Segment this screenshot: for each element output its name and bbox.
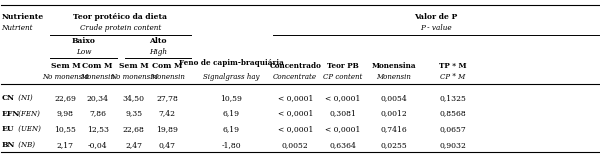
Text: 6,19: 6,19 <box>223 110 239 118</box>
Text: 0,9032: 0,9032 <box>439 141 466 149</box>
Text: 22,68: 22,68 <box>122 125 145 133</box>
Text: (NI): (NI) <box>16 94 33 102</box>
Text: Com M: Com M <box>82 62 113 70</box>
Text: Feno de capim-braquiária: Feno de capim-braquiária <box>179 59 284 67</box>
Text: Monensina: Monensina <box>371 62 416 70</box>
Text: 22,69: 22,69 <box>55 94 76 102</box>
Text: Valor de P: Valor de P <box>415 13 458 21</box>
Text: TP * M: TP * M <box>439 62 466 70</box>
Text: 0,8568: 0,8568 <box>439 110 466 118</box>
Text: < 0,0001: < 0,0001 <box>325 125 361 133</box>
Text: Nutriente: Nutriente <box>1 13 44 21</box>
Text: < 0,0001: < 0,0001 <box>325 94 361 102</box>
Text: Signalgrass hay: Signalgrass hay <box>203 73 259 81</box>
Text: Teor PB: Teor PB <box>327 62 359 70</box>
Text: Sem M: Sem M <box>50 62 80 70</box>
Text: Nutrient: Nutrient <box>1 24 33 32</box>
Text: Sem M: Sem M <box>119 62 148 70</box>
Text: CN: CN <box>1 94 14 102</box>
Text: No monensin: No monensin <box>42 73 89 81</box>
Text: Alto: Alto <box>149 37 167 45</box>
Text: 12,53: 12,53 <box>86 125 109 133</box>
Text: < 0,0001: < 0,0001 <box>278 125 313 133</box>
Text: 2,17: 2,17 <box>57 141 74 149</box>
Text: Concentrate: Concentrate <box>273 73 317 81</box>
Text: Monensin: Monensin <box>149 73 185 81</box>
Text: High: High <box>149 48 167 56</box>
Text: 0,0012: 0,0012 <box>380 110 407 118</box>
Text: 0,1325: 0,1325 <box>439 94 466 102</box>
Text: Low: Low <box>76 48 91 56</box>
Text: 19,89: 19,89 <box>156 125 178 133</box>
Text: CP content: CP content <box>323 73 363 81</box>
Text: Concentrado: Concentrado <box>269 62 321 70</box>
Text: Com M: Com M <box>152 62 182 70</box>
Text: 9,35: 9,35 <box>125 110 142 118</box>
Text: Crude protein content: Crude protein content <box>80 24 161 32</box>
Text: 10,55: 10,55 <box>55 125 76 133</box>
Text: P - value: P - value <box>421 24 452 32</box>
Text: 20,34: 20,34 <box>86 94 109 102</box>
Text: < 0,0001: < 0,0001 <box>278 110 313 118</box>
Text: BN: BN <box>1 141 14 149</box>
Text: 6,19: 6,19 <box>223 125 239 133</box>
Text: (FEN): (FEN) <box>16 110 40 118</box>
Text: 0,6364: 0,6364 <box>329 141 356 149</box>
Text: 0,0052: 0,0052 <box>282 141 308 149</box>
Text: No monensin: No monensin <box>110 73 157 81</box>
Text: 0,0255: 0,0255 <box>380 141 407 149</box>
Text: 7,86: 7,86 <box>89 110 106 118</box>
Text: EU: EU <box>1 125 14 133</box>
Text: 2,47: 2,47 <box>125 141 142 149</box>
Text: 34,50: 34,50 <box>122 94 145 102</box>
Text: 0,0054: 0,0054 <box>380 94 407 102</box>
Text: -0,04: -0,04 <box>88 141 107 149</box>
Text: 0,7416: 0,7416 <box>380 125 407 133</box>
Text: 0,47: 0,47 <box>158 141 176 149</box>
Text: 7,42: 7,42 <box>158 110 176 118</box>
Text: 0,0657: 0,0657 <box>439 125 466 133</box>
Text: Baixo: Baixo <box>71 37 95 45</box>
Text: Monensin: Monensin <box>80 73 115 81</box>
Text: (UEN): (UEN) <box>16 125 41 133</box>
Text: EFN: EFN <box>1 110 20 118</box>
Text: 10,59: 10,59 <box>220 94 242 102</box>
Text: CP * M: CP * M <box>440 73 465 81</box>
Text: 27,78: 27,78 <box>156 94 178 102</box>
Text: 9,98: 9,98 <box>57 110 74 118</box>
Text: (NB): (NB) <box>16 141 35 149</box>
Text: Monensin: Monensin <box>377 73 412 81</box>
Text: -1,80: -1,80 <box>221 141 241 149</box>
Text: Teor protéico da dieta: Teor protéico da dieta <box>73 13 167 21</box>
Text: < 0,0001: < 0,0001 <box>278 94 313 102</box>
Text: 0,3081: 0,3081 <box>329 110 356 118</box>
